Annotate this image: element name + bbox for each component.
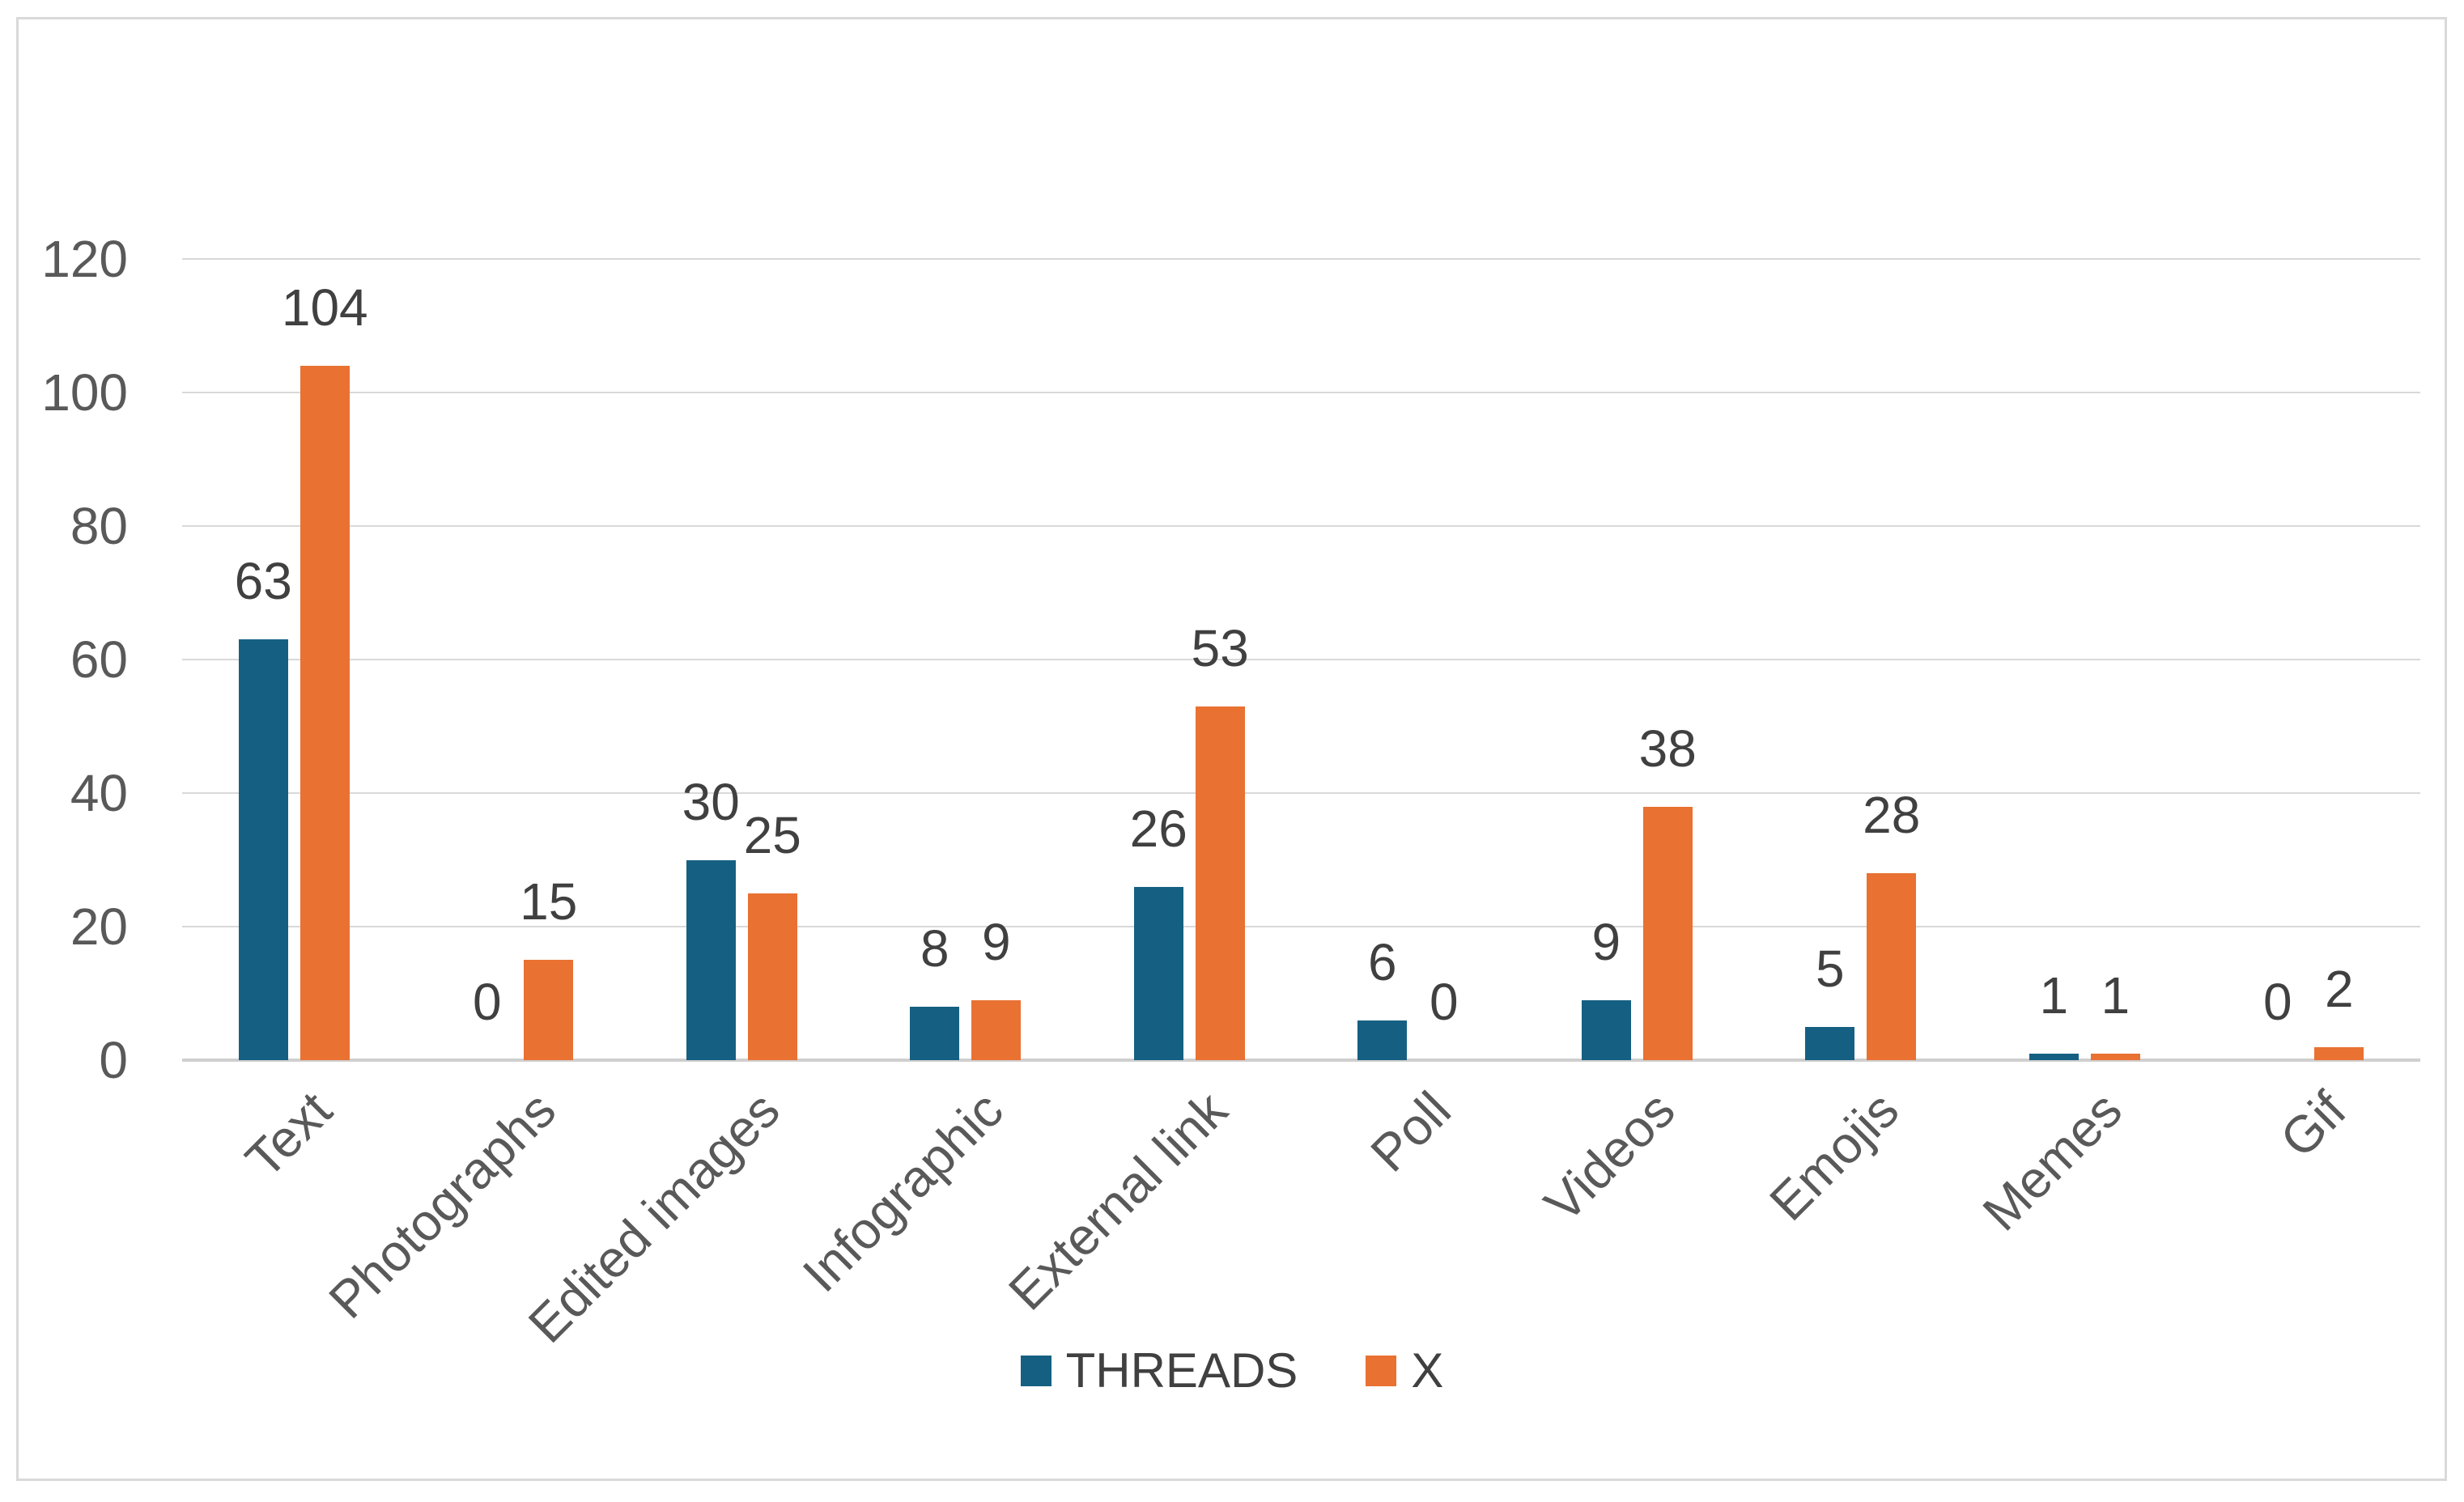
- legend: THREADS X: [0, 1345, 2464, 1397]
- data-label-x-memes: 1: [2101, 965, 2131, 1025]
- data-label-x-text: 104: [281, 278, 368, 337]
- data-label-threads-photographs: 0: [472, 973, 502, 1031]
- data-label-threads-videos: 9: [1591, 912, 1621, 971]
- y-tick-label-0: 0: [99, 1031, 128, 1089]
- gridline-80: [182, 525, 2420, 527]
- bar-x-edited-images: [747, 893, 797, 1060]
- y-tick-label-60: 60: [70, 630, 128, 689]
- gridline-60: [182, 659, 2420, 660]
- legend-item-threads: THREADS: [1020, 1343, 1298, 1398]
- bar-x-memes: [2090, 1053, 2140, 1060]
- x-axis-line: [182, 1059, 2420, 1062]
- legend-swatch-x: [1366, 1356, 1397, 1386]
- data-label-threads-text: 63: [234, 552, 292, 611]
- data-label-threads-memes: 1: [2039, 965, 2069, 1025]
- y-tick-label-120: 120: [41, 230, 128, 288]
- data-label-x-infographic: 9: [981, 912, 1011, 971]
- chart-frame: [16, 17, 2447, 1481]
- bar-x-external-link: [1195, 706, 1245, 1060]
- bar-threads-memes: [2029, 1053, 2079, 1060]
- bar-x-videos: [1642, 806, 1693, 1060]
- bar-threads-text: [238, 639, 288, 1060]
- bar-x-photographs: [524, 960, 574, 1060]
- legend-item-x: X: [1366, 1345, 1443, 1397]
- data-label-threads-emojis: 5: [1815, 939, 1845, 998]
- data-label-x-poll: 0: [1429, 973, 1459, 1031]
- data-label-threads-infographic: 8: [920, 919, 949, 978]
- data-label-x-photographs: 15: [520, 872, 578, 931]
- data-label-threads-external-link: 26: [1129, 799, 1187, 858]
- bar-threads-external-link: [1133, 886, 1183, 1060]
- bar-threads-poll: [1357, 1020, 1408, 1060]
- bar-threads-emojis: [1805, 1026, 1855, 1060]
- data-label-x-videos: 38: [1638, 719, 1697, 778]
- data-label-x-gif: 2: [2324, 959, 2354, 1018]
- gridline-20: [182, 926, 2420, 927]
- gridline-100: [182, 392, 2420, 393]
- bar-x-infographic: [971, 999, 1022, 1060]
- data-label-threads-edited-images: 30: [682, 772, 740, 831]
- bar-x-emojis: [1867, 873, 1917, 1060]
- y-tick-label-80: 80: [70, 497, 128, 555]
- y-tick-label-40: 40: [70, 764, 128, 822]
- y-tick-label-100: 100: [41, 363, 128, 422]
- bar-threads-edited-images: [686, 859, 736, 1060]
- data-label-x-external-link: 53: [1191, 618, 1249, 677]
- legend-label-x: X: [1411, 1343, 1444, 1398]
- data-label-threads-gif: 0: [2262, 973, 2292, 1031]
- bar-threads-infographic: [910, 1007, 960, 1060]
- bar-threads-videos: [1581, 999, 1631, 1060]
- legend-swatch-threads: [1020, 1356, 1051, 1386]
- gridline-120: [182, 258, 2420, 260]
- data-label-x-edited-images: 25: [743, 805, 801, 864]
- bar-x-text: [300, 366, 350, 1060]
- gridline-40: [182, 792, 2420, 794]
- data-label-x-emojis: 28: [1863, 786, 1921, 844]
- y-tick-label-20: 20: [70, 897, 128, 956]
- bar-x-gif: [2314, 1046, 2364, 1060]
- data-label-threads-poll: 6: [1367, 932, 1397, 991]
- legend-label-threads: THREADS: [1065, 1343, 1298, 1398]
